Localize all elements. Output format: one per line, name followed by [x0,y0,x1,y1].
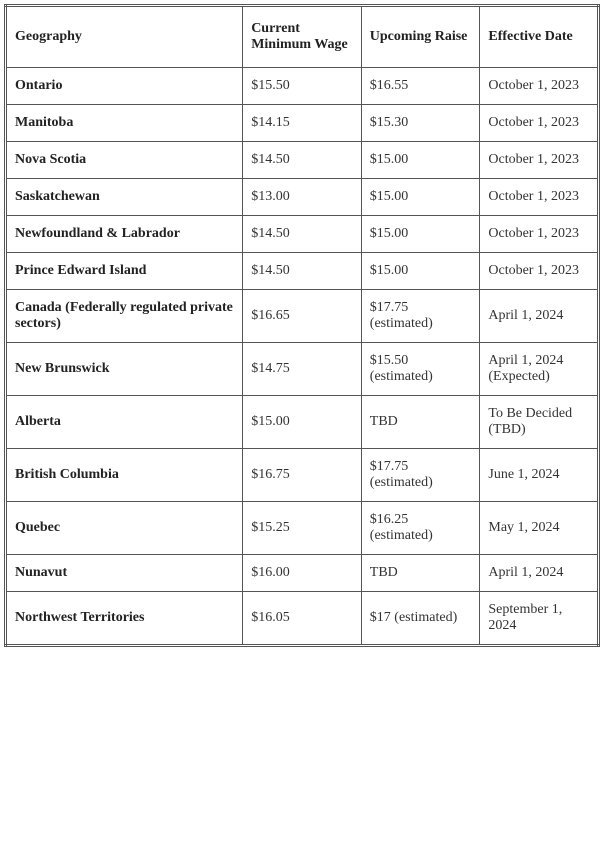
cell-upcoming-raise: $17.75 (estimated) [361,290,480,343]
cell-geography: Nova Scotia [6,142,243,179]
col-header-date: Effective Date [480,6,599,68]
cell-effective-date: April 1, 2024 [480,555,599,592]
cell-effective-date: June 1, 2024 [480,449,599,502]
cell-effective-date: October 1, 2023 [480,179,599,216]
col-header-current: Current Minimum Wage [243,6,362,68]
cell-effective-date: October 1, 2023 [480,142,599,179]
cell-effective-date: September 1, 2024 [480,592,599,646]
table-row: Alberta$15.00TBDTo Be Decided (TBD) [6,396,599,449]
cell-upcoming-raise: $16.25 (estimated) [361,502,480,555]
cell-current-wage: $16.75 [243,449,362,502]
cell-current-wage: $15.00 [243,396,362,449]
cell-current-wage: $14.50 [243,253,362,290]
cell-upcoming-raise: $15.30 [361,105,480,142]
cell-upcoming-raise: TBD [361,555,480,592]
cell-current-wage: $14.50 [243,142,362,179]
table-row: New Brunswick$14.75$15.50 (estimated)Apr… [6,343,599,396]
cell-upcoming-raise: $15.50 (estimated) [361,343,480,396]
cell-current-wage: $13.00 [243,179,362,216]
cell-effective-date: May 1, 2024 [480,502,599,555]
cell-effective-date: October 1, 2023 [480,105,599,142]
cell-effective-date: April 1, 2024 [480,290,599,343]
cell-effective-date: October 1, 2023 [480,253,599,290]
cell-geography: Saskatchewan [6,179,243,216]
cell-upcoming-raise: $15.00 [361,216,480,253]
cell-upcoming-raise: TBD [361,396,480,449]
cell-current-wage: $16.05 [243,592,362,646]
cell-effective-date: April 1, 2024 (Expected) [480,343,599,396]
cell-geography: Prince Edward Island [6,253,243,290]
table-body: Ontario$15.50$16.55October 1, 2023Manito… [6,68,599,646]
cell-geography: Alberta [6,396,243,449]
cell-geography: British Columbia [6,449,243,502]
table-row: Canada (Federally regulated private sect… [6,290,599,343]
table-row: Newfoundland & Labrador$14.50$15.00Octob… [6,216,599,253]
cell-upcoming-raise: $15.00 [361,179,480,216]
cell-geography: Nunavut [6,555,243,592]
cell-current-wage: $14.75 [243,343,362,396]
col-header-upcoming: Upcoming Raise [361,6,480,68]
cell-upcoming-raise: $15.00 [361,253,480,290]
cell-current-wage: $15.25 [243,502,362,555]
cell-current-wage: $14.15 [243,105,362,142]
table-row: Saskatchewan$13.00$15.00October 1, 2023 [6,179,599,216]
table-row: Nova Scotia$14.50$15.00October 1, 2023 [6,142,599,179]
table-row: Prince Edward Island$14.50$15.00October … [6,253,599,290]
cell-current-wage: $15.50 [243,68,362,105]
cell-current-wage: $16.00 [243,555,362,592]
col-header-geography: Geography [6,6,243,68]
header-row: Geography Current Minimum Wage Upcoming … [6,6,599,68]
cell-current-wage: $16.65 [243,290,362,343]
cell-geography: Ontario [6,68,243,105]
cell-geography: Manitoba [6,105,243,142]
table-row: Nunavut$16.00TBDApril 1, 2024 [6,555,599,592]
cell-geography: Quebec [6,502,243,555]
table-row: Quebec$15.25$16.25 (estimated)May 1, 202… [6,502,599,555]
cell-geography: Newfoundland & Labrador [6,216,243,253]
table-row: Northwest Territories$16.05$17 (estimate… [6,592,599,646]
cell-upcoming-raise: $17.75 (estimated) [361,449,480,502]
cell-upcoming-raise: $15.00 [361,142,480,179]
table-row: Manitoba$14.15$15.30October 1, 2023 [6,105,599,142]
table-row: British Columbia$16.75$17.75 (estimated)… [6,449,599,502]
minimum-wage-table: Geography Current Minimum Wage Upcoming … [4,4,600,647]
table-row: Ontario$15.50$16.55October 1, 2023 [6,68,599,105]
cell-geography: Canada (Federally regulated private sect… [6,290,243,343]
cell-current-wage: $14.50 [243,216,362,253]
cell-upcoming-raise: $16.55 [361,68,480,105]
cell-upcoming-raise: $17 (estimated) [361,592,480,646]
cell-effective-date: October 1, 2023 [480,216,599,253]
cell-geography: Northwest Territories [6,592,243,646]
cell-effective-date: To Be Decided (TBD) [480,396,599,449]
cell-geography: New Brunswick [6,343,243,396]
cell-effective-date: October 1, 2023 [480,68,599,105]
